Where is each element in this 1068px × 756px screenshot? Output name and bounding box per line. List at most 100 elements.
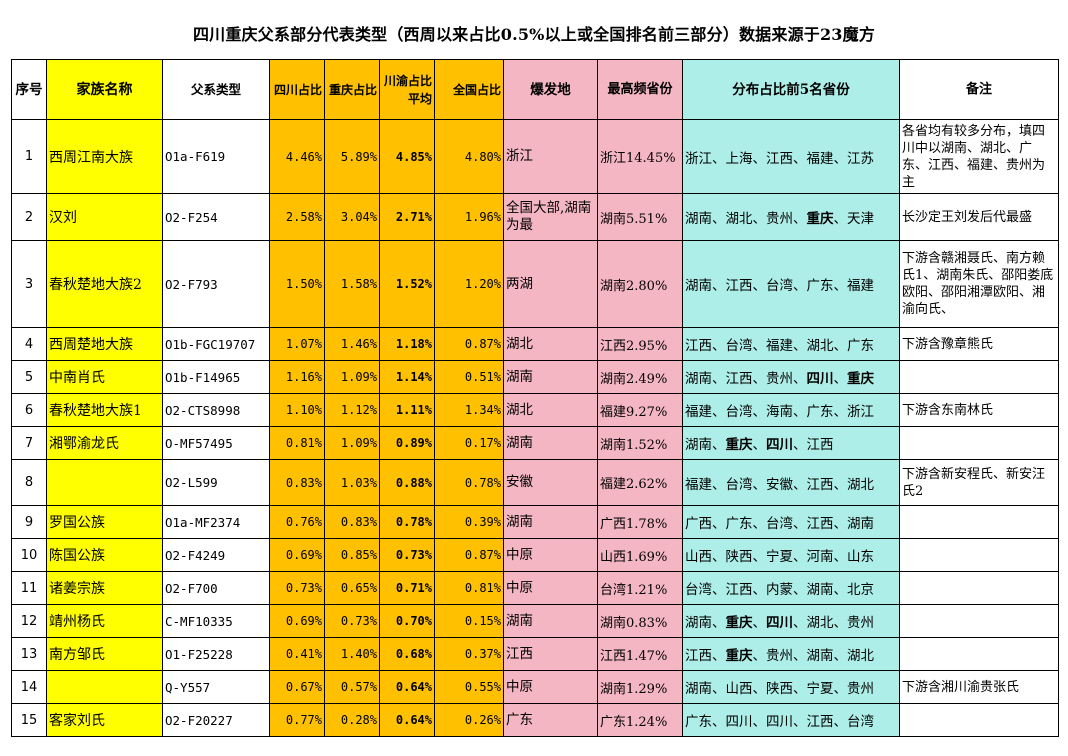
top-province: 湖南0.83% <box>597 604 683 638</box>
province-name: 山西 <box>685 549 712 565</box>
row-index: 8 <box>11 459 47 506</box>
table-row: 10 陈国公族 O2-F4249 0.69% 0.85% 0.73% 0.87% 中原 山西1.… <box>11 538 1059 572</box>
origin-place: 湖南 <box>503 360 598 394</box>
table-row: 13 南方邹氏 O1-F25228 0.41% 1.40% 0.68% 0.37% 江西 江西1… <box>11 637 1059 671</box>
province-name: 广西 <box>685 516 712 532</box>
province-name: 山西 <box>725 681 753 697</box>
province-name: 山东 <box>847 549 874 565</box>
separator: 、 <box>793 549 807 565</box>
average-share: 0.73% <box>379 538 435 572</box>
separator: 、 <box>793 371 807 387</box>
province-name: 江西 <box>806 476 834 493</box>
sichuan-share: 0.67% <box>269 670 325 704</box>
sichuan-share: 0.81% <box>269 426 325 460</box>
paternal-type: O-MF57495 <box>162 426 270 460</box>
note <box>899 505 1059 539</box>
province-name: 江西 <box>685 338 712 354</box>
top-province: 福建2.62% <box>597 459 683 506</box>
national-share: 0.55% <box>434 670 504 704</box>
note <box>899 637 1059 671</box>
province-name: 江西 <box>806 516 834 532</box>
family-name: 湘鄂渝龙氏 <box>46 426 163 460</box>
top5-provinces: 湖南、江西、台湾、广东、福建 <box>682 240 900 328</box>
chongqing-share: 0.83% <box>324 505 380 539</box>
table-row: 6 春秋楚地大族1 O2-CTS8998 1.10% 1.12% 1.11% 1.34% 湖北… <box>11 393 1059 427</box>
row-index: 4 <box>11 327 47 361</box>
origin-place: 中原 <box>503 571 598 605</box>
province-name: 江西 <box>725 582 753 598</box>
separator: 、 <box>752 437 767 453</box>
province-name: 湖南 <box>806 582 834 598</box>
note <box>899 604 1059 638</box>
sichuan-share: 1.16% <box>269 360 325 394</box>
table-row: 14 Q-Y557 0.67% 0.57% 0.64% 0.55% 中原 湖南1.29% 湖南、… <box>11 670 1059 704</box>
paternal-type: O1a-F619 <box>162 119 270 194</box>
average-share: 0.68% <box>379 637 435 671</box>
note: 下游含湘川渝贵张氏 <box>899 670 1059 704</box>
top5-provinces: 广东、四川、四川、江西、台湾 <box>682 703 900 737</box>
average-share: 0.88% <box>379 459 435 506</box>
top-province: 湖南2.80% <box>597 240 683 328</box>
separator: 、 <box>752 516 767 532</box>
table-row: 1 西周江南大族 O1a-F619 4.46% 5.89% 4.85% 4.80% 浙江 浙江1… <box>11 119 1059 194</box>
top5-provinces: 山西、陕西、宁夏、河南、山东 <box>682 538 900 572</box>
paternal-type: O2-F700 <box>162 571 270 605</box>
province-name: 湖南 <box>847 516 874 532</box>
separator: 、 <box>712 404 726 420</box>
table-body: 1 西周江南大族 O1a-F619 4.46% 5.89% 4.85% 4.80% 浙江 浙江1… <box>11 119 1059 737</box>
separator: 、 <box>793 615 807 631</box>
province-name: 海南 <box>766 404 793 420</box>
province-name: 江苏 <box>847 150 874 167</box>
row-index: 2 <box>11 193 47 241</box>
family-name: 春秋楚地大族1 <box>46 393 163 427</box>
paternal-type: O1-F25228 <box>162 637 270 671</box>
note <box>899 571 1059 605</box>
average-share: 0.64% <box>379 670 435 704</box>
province-name: 贵州 <box>766 371 793 387</box>
table-header-row: 序号 家族名称 父系类型 四川占比 重庆占比 川渝占比平均 全国占比 爆发地 最… <box>11 59 1059 120</box>
note: 下游含新安程氏、新安汪氏2 <box>899 459 1059 506</box>
average-share: 1.11% <box>379 393 435 427</box>
province-name: 台湾 <box>766 278 793 294</box>
average-share: 1.14% <box>379 360 435 394</box>
family-name: 客家刘氏 <box>46 703 163 737</box>
average-share: 0.71% <box>379 571 435 605</box>
row-index: 10 <box>11 538 47 572</box>
average-share: 0.70% <box>379 604 435 638</box>
family-name: 汉刘 <box>46 193 163 241</box>
family-name: 陈国公族 <box>46 538 163 572</box>
chongqing-share: 1.58% <box>324 240 380 328</box>
family-name: 春秋楚地大族2 <box>46 240 163 328</box>
top-province: 广西1.78% <box>597 505 683 539</box>
top5-provinces: 湖南、江西、贵州、四川、重庆 <box>682 360 900 394</box>
province-name: 四川 <box>766 714 793 730</box>
province-name: 陕西 <box>766 681 793 697</box>
sichuan-share: 1.50% <box>269 240 325 328</box>
separator: 、 <box>712 549 726 565</box>
chongqing-share: 0.57% <box>324 670 380 704</box>
separator: 、 <box>793 714 807 730</box>
national-share: 1.34% <box>434 393 504 427</box>
lineage-table: 序号 家族名称 父系类型 四川占比 重庆占比 川渝占比平均 全国占比 爆发地 最… <box>11 59 1059 737</box>
header-idx: 序号 <box>11 59 47 120</box>
chongqing-share: 0.85% <box>324 538 380 572</box>
top5-provinces: 福建、台湾、安徽、江西、湖北 <box>682 459 900 506</box>
separator: 、 <box>793 278 807 294</box>
average-share: 0.64% <box>379 703 435 737</box>
chongqing-share: 1.09% <box>324 360 380 394</box>
province-name: 湖北 <box>847 476 874 493</box>
header-top5: 分布占比前5名省份 <box>682 59 900 120</box>
national-share: 0.51% <box>434 360 504 394</box>
separator: 、 <box>833 582 848 598</box>
separator: 、 <box>752 714 767 730</box>
origin-place: 全国大部,湖南为最 <box>503 193 598 241</box>
chongqing-share: 0.28% <box>324 703 380 737</box>
note: 下游含东南林氏 <box>899 393 1059 427</box>
table-row: 2 汉刘 O2-F254 2.58% 3.04% 2.71% 1.96% 全国大部,湖南为最湖… <box>11 193 1059 241</box>
sichuan-share: 1.07% <box>269 327 325 361</box>
province-name: 宁夏 <box>806 681 834 697</box>
chongqing-share: 1.40% <box>324 637 380 671</box>
note <box>899 426 1059 460</box>
row-index: 6 <box>11 393 47 427</box>
separator: 、 <box>833 211 848 227</box>
